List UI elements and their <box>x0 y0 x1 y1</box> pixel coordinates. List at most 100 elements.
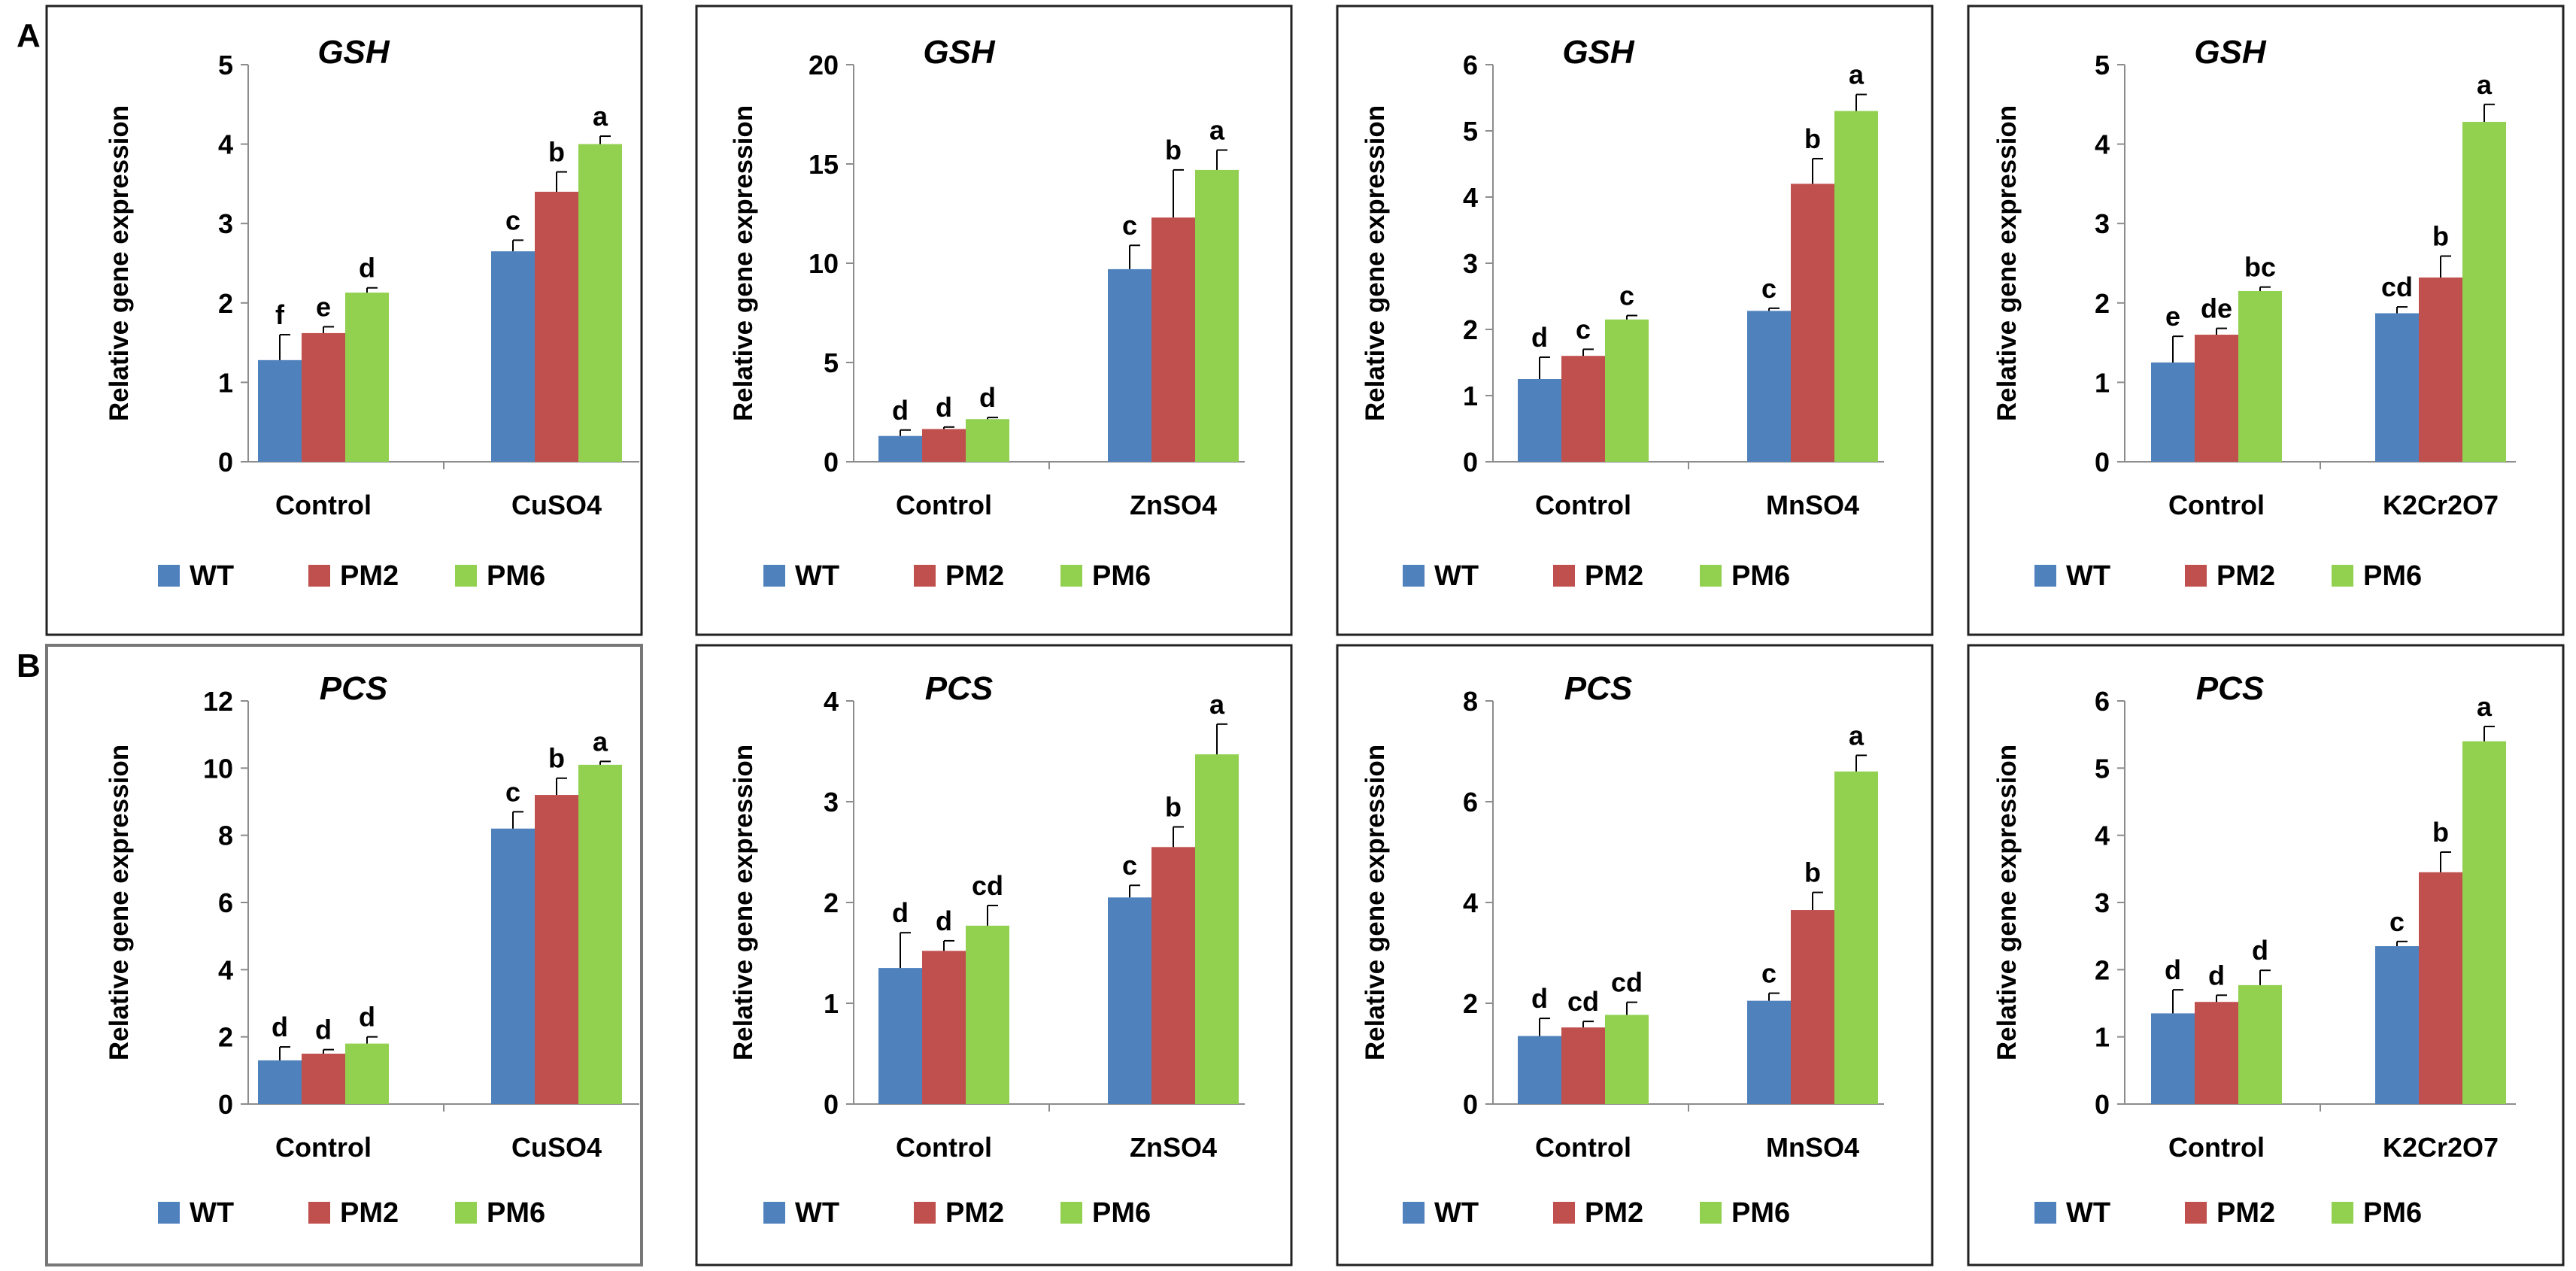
significance-label: e <box>316 291 331 322</box>
bar-pm6 <box>1195 754 1239 1104</box>
significance-label: d <box>315 1015 332 1045</box>
y-axis-label: Relative gene expression <box>729 745 758 1060</box>
legend-label-pm6: PM6 <box>487 560 545 592</box>
x-category-label: ZnSO4 <box>1130 1132 1217 1163</box>
x-category-label: CuSO4 <box>511 1132 602 1163</box>
significance-label: d <box>359 253 375 284</box>
significance-label: d <box>1531 322 1548 353</box>
bar-pm6 <box>345 293 389 462</box>
y-tick-label: 4 <box>2095 129 2110 160</box>
bar-wt <box>1518 379 1561 462</box>
significance-label: d <box>892 395 909 426</box>
x-category-label: Control <box>896 490 992 520</box>
y-tick-label: 0 <box>824 1089 839 1120</box>
significance-label: b <box>1804 123 1821 154</box>
bar-wt <box>491 828 535 1104</box>
bar-pm2 <box>1791 184 1834 462</box>
x-category-label: Control <box>2168 490 2265 520</box>
y-tick-label: 3 <box>824 787 839 818</box>
y-tick-label: 0 <box>2095 447 2110 478</box>
bar-pm2 <box>2419 278 2462 462</box>
bar-pm6 <box>2462 741 2506 1104</box>
y-tick-label: 1 <box>2095 1022 2110 1053</box>
significance-label: d <box>936 905 952 936</box>
significance-label: d <box>272 1012 288 1042</box>
significance-label: b <box>548 137 565 168</box>
panel-border <box>45 5 643 636</box>
y-tick-label: 2 <box>1463 988 1478 1019</box>
bar-pm2 <box>1151 847 1195 1104</box>
bar-pm2 <box>1151 217 1195 462</box>
bar-pm6 <box>2238 984 2282 1104</box>
bar-wt <box>878 968 922 1104</box>
chart-panel: 0 2 4 6 8 10 12 PCS Relative gene expression Cont… <box>45 644 643 1266</box>
legend-label-pm2: PM2 <box>2216 560 2275 592</box>
legend-swatch-wt <box>763 1202 785 1224</box>
legend-label-wt: WT <box>795 1197 839 1229</box>
y-tick-label: 2 <box>2095 954 2110 985</box>
significance-label: f <box>275 299 285 330</box>
bar-wt <box>878 435 922 462</box>
legend-swatch-pm6 <box>1700 565 1722 587</box>
legend-label-pm2: PM2 <box>2216 1197 2275 1229</box>
significance-label: a <box>1849 720 1864 751</box>
bar-wt <box>2375 946 2419 1104</box>
legend-swatch-pm6 <box>1060 1202 1082 1224</box>
y-tick-label: 3 <box>2095 208 2110 239</box>
significance-label: c <box>1122 850 1137 881</box>
panel-border <box>45 644 643 1266</box>
legend-label-pm6: PM6 <box>1092 560 1151 592</box>
bar-pm2 <box>2195 1002 2238 1104</box>
y-tick-label: 3 <box>218 208 233 239</box>
x-category-label: MnSO4 <box>1766 1132 1859 1163</box>
legend-label-pm6: PM6 <box>1731 560 1790 592</box>
significance-label: b <box>2432 817 2449 848</box>
y-tick-label: 12 <box>203 686 233 717</box>
significance-label: d <box>936 392 952 423</box>
significance-label: c <box>1576 314 1591 344</box>
bar-pm2 <box>1561 1027 1605 1104</box>
y-tick-label: 15 <box>809 149 839 180</box>
bar-wt <box>491 251 535 462</box>
y-axis-label: Relative gene expression <box>1361 745 1390 1060</box>
bar-wt <box>2375 313 2419 462</box>
chart-title: GSH <box>317 34 390 71</box>
significance-label: d <box>359 1002 375 1033</box>
legend-label-wt: WT <box>2066 560 2110 592</box>
significance-label: b <box>1804 857 1821 888</box>
legend-swatch-pm6 <box>1060 565 1082 587</box>
bar-wt <box>258 1060 302 1104</box>
legend-swatch-wt <box>1403 1202 1425 1224</box>
legend-label-wt: WT <box>190 1197 234 1229</box>
y-tick-label: 20 <box>809 50 839 80</box>
significance-label: de <box>2201 293 2232 324</box>
chart-title: PCS <box>1564 670 1632 707</box>
significance-label: a <box>2477 691 2493 722</box>
chart-panel: 0 2 4 6 8 PCS Relative gene expression Control M… <box>1336 644 1934 1266</box>
significance-label: bc <box>2244 252 2276 283</box>
chart-panel: 0 1 2 3 4 5 GSH Relative gene expression Control… <box>1967 5 2565 636</box>
chart-panel: 0 5 10 15 20 GSH Relative gene expression Contr… <box>695 5 1293 636</box>
significance-label: a <box>2477 69 2493 100</box>
bar-pm2 <box>302 332 345 462</box>
bar-pm6 <box>1605 1015 1649 1104</box>
chart-title: GSH <box>923 34 996 71</box>
legend-swatch-pm6 <box>1700 1202 1722 1224</box>
bar-pm6 <box>1195 169 1239 463</box>
significance-label: d <box>979 382 996 413</box>
significance-label: a <box>593 726 608 757</box>
y-tick-label: 4 <box>2095 821 2110 851</box>
significance-label: a <box>593 101 608 132</box>
y-tick-label: 1 <box>218 367 233 398</box>
chart-title: GSH <box>1562 34 1635 71</box>
legend-label-pm6: PM6 <box>487 1197 545 1229</box>
y-tick-label: 5 <box>1463 116 1478 147</box>
significance-label: b <box>1165 135 1182 165</box>
chart-title: PCS <box>925 670 993 707</box>
bar-pm6 <box>966 419 1009 462</box>
bar-pm2 <box>922 951 966 1104</box>
legend-swatch-pm2 <box>1553 1202 1575 1224</box>
bar-pm2 <box>2195 335 2238 462</box>
bar-wt <box>2151 362 2195 462</box>
